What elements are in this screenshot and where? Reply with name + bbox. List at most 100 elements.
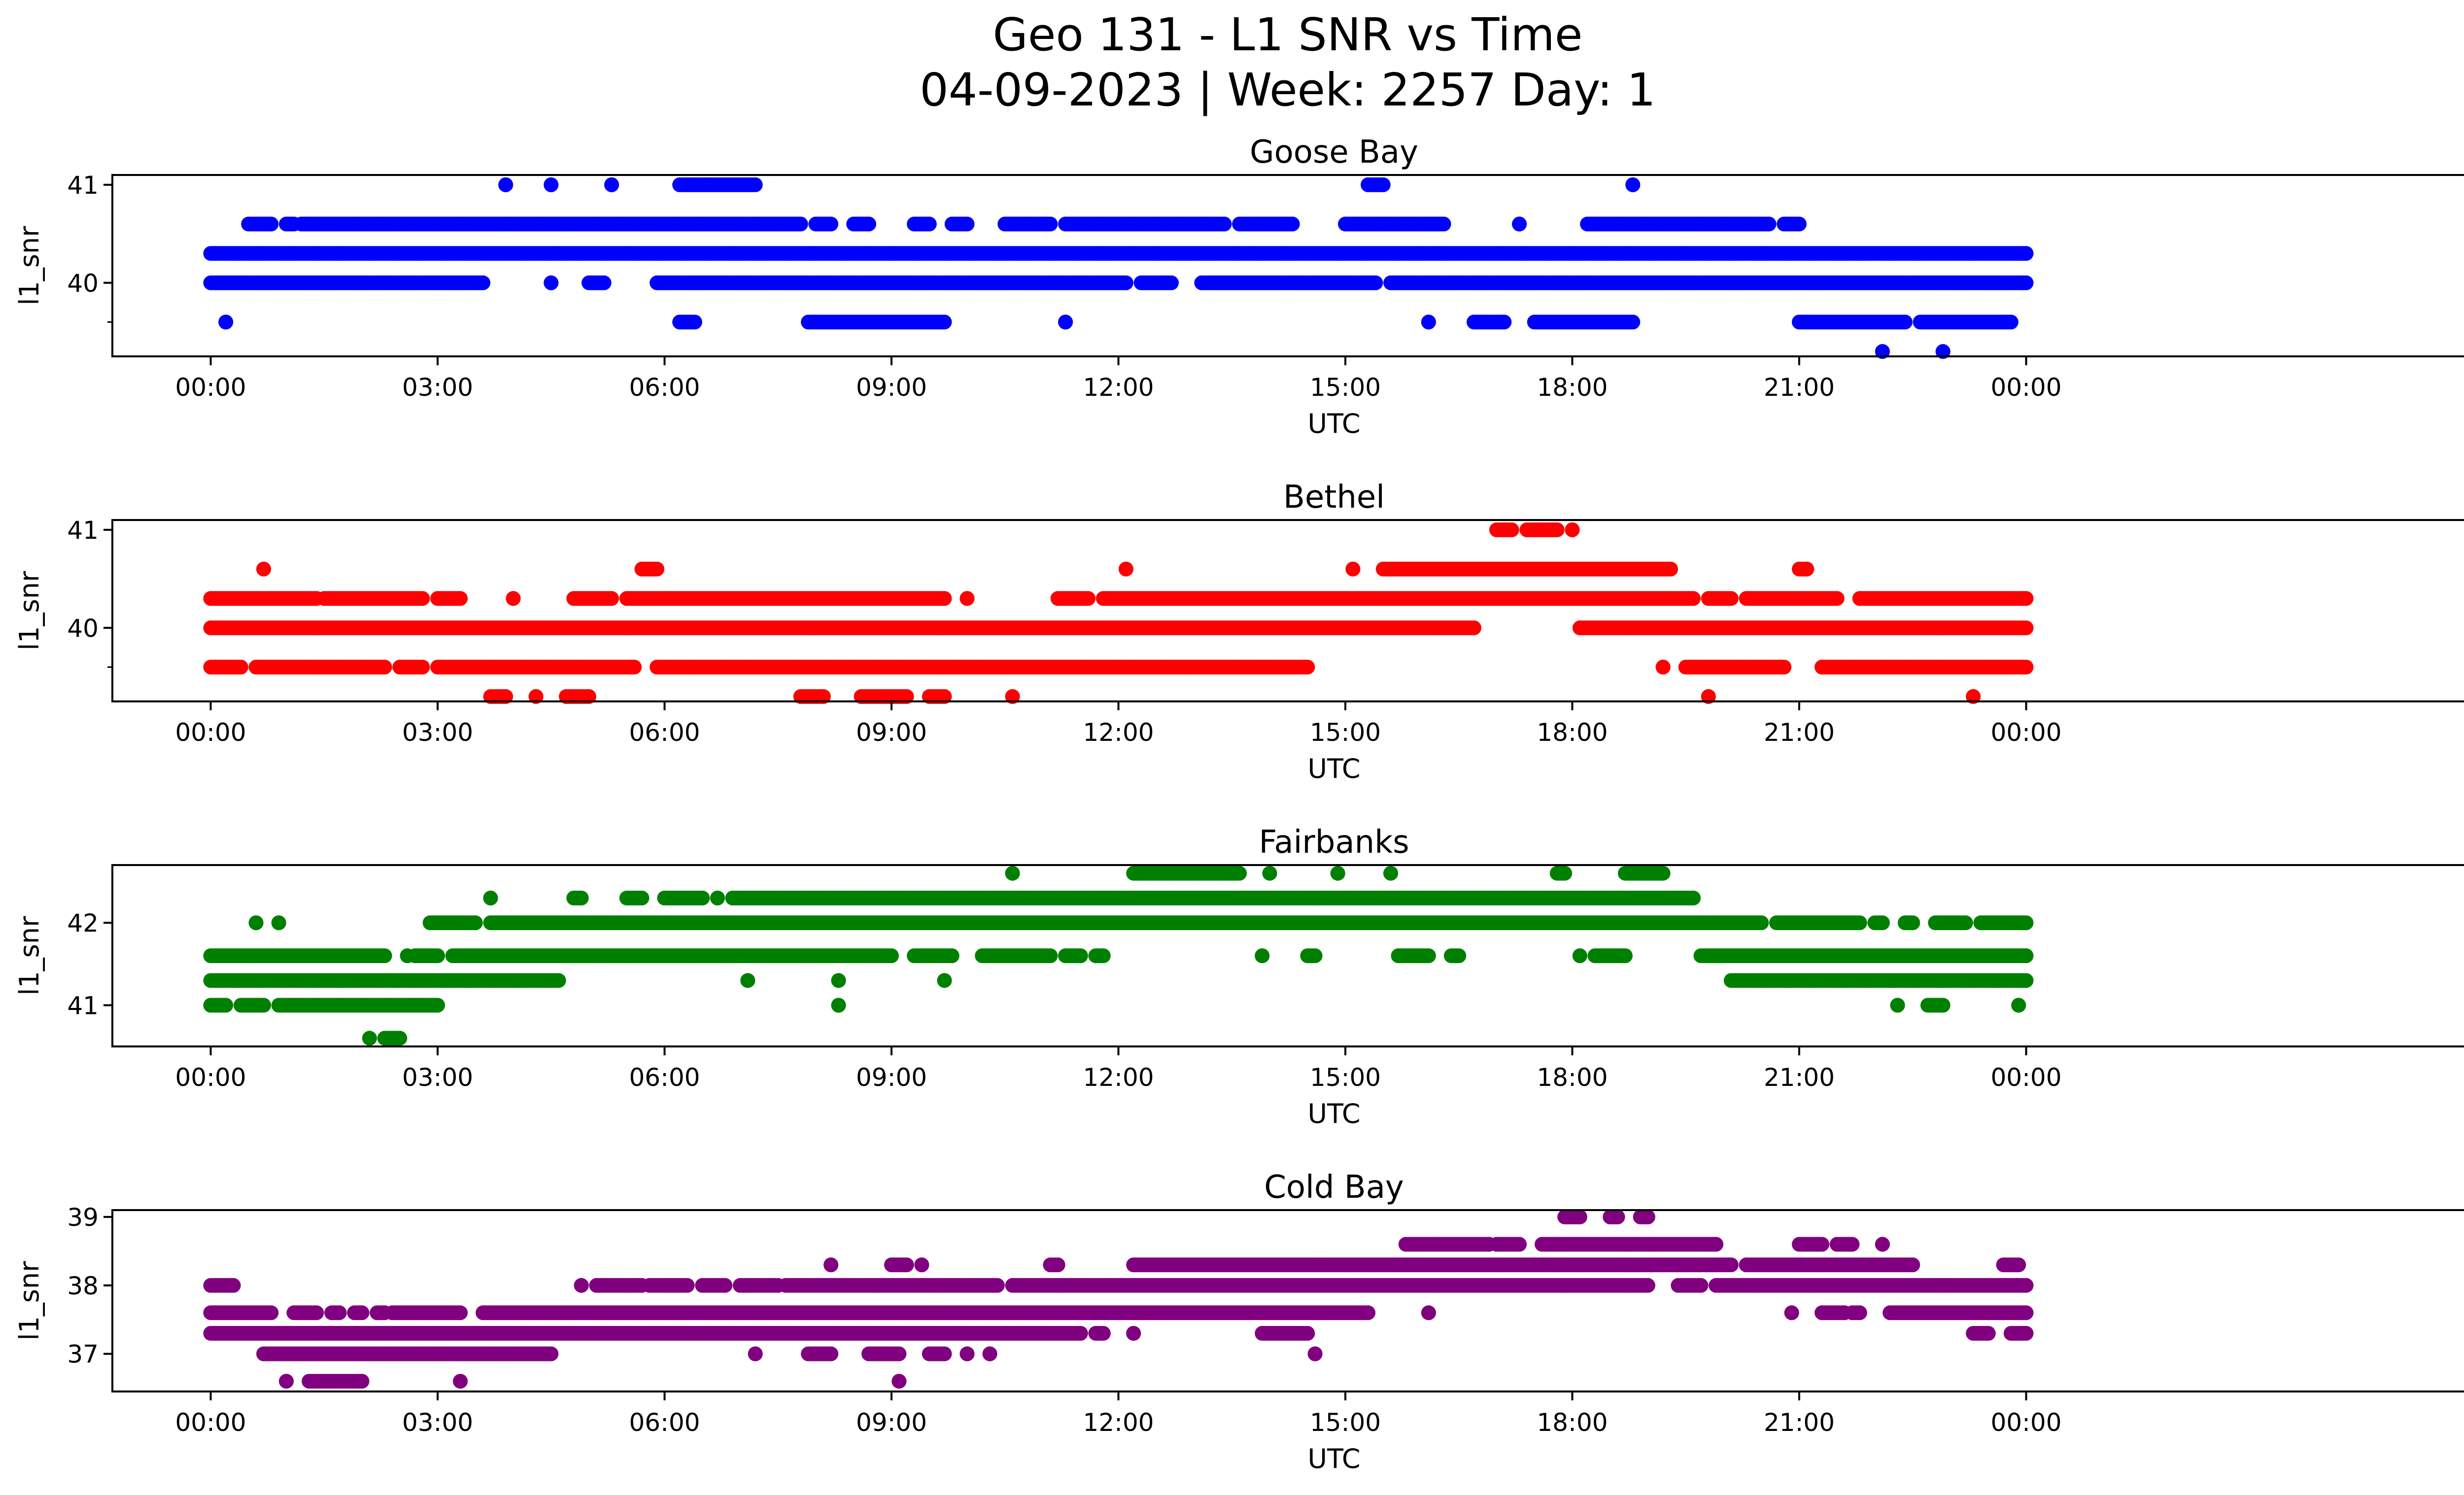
goose-bay-point (218, 314, 234, 330)
goose-bay-point (922, 216, 937, 232)
goose-bay-point (1118, 275, 1133, 290)
goose-bay-point (596, 275, 612, 290)
goose-bay-point (2019, 246, 2034, 261)
bethel-point (937, 591, 952, 606)
goose-bay-point (1625, 177, 1641, 192)
goose-bay-point (476, 275, 491, 290)
goose-bay-point (1421, 314, 1436, 330)
goose-bay-point (748, 177, 763, 192)
bethel-xtick-label: 15:00 (1310, 718, 1381, 747)
bethel-point (506, 591, 521, 606)
fairbanks-point (1073, 948, 1088, 963)
goose-bay-xlabel: UTC (1307, 408, 1360, 439)
goose-bay-point (1217, 216, 1232, 232)
goose-bay-xtick-label: 12:00 (1083, 373, 1154, 402)
goose-bay-point (861, 216, 876, 232)
goose-bay-point (1897, 314, 1913, 330)
goose-bay-point (1792, 216, 1807, 232)
bethel-xtick-label: 00:00 (1990, 718, 2061, 747)
goose-bay-xtick-label: 18:00 (1537, 373, 1608, 402)
bethel-point (959, 591, 975, 606)
goose-bay-point (1285, 216, 1300, 232)
bethel-point (2019, 620, 2034, 635)
bethel-xtick-label: 06:00 (629, 718, 700, 747)
bethel-xtick-label: 21:00 (1764, 718, 1835, 747)
bethel-point (2019, 591, 2034, 606)
goose-bay-point (1625, 314, 1641, 330)
goose-bay-point (1368, 275, 1383, 290)
bethel-xtick-label: 18:00 (1537, 718, 1608, 747)
bethel-ytick-label: 41 (67, 516, 99, 545)
goose-bay-ytick-label: 40 (67, 269, 99, 298)
goose-bay-point (793, 216, 808, 232)
fairbanks-point (551, 973, 566, 988)
bethel-point (415, 660, 430, 675)
figure-title-line1: Geo 131 - L1 SNR vs Time (993, 8, 1583, 61)
fairbanks-title: Fairbanks (1259, 824, 1409, 861)
fairbanks-point (1421, 948, 1436, 963)
bethel-point (1467, 620, 1481, 635)
fairbanks-point (944, 948, 959, 963)
fairbanks-point (1618, 948, 1633, 963)
bethel-point (1799, 561, 1814, 577)
bethel-point (1829, 591, 1845, 606)
goose-bay-xtick-label: 06:00 (629, 373, 700, 402)
goose-bay-ytick-label: 41 (67, 171, 99, 200)
bethel-point (1723, 591, 1739, 606)
fairbanks-point (1572, 948, 1587, 963)
goose-bay-point (1058, 314, 1073, 330)
goose-bay-point (1497, 314, 1512, 330)
bethel-xtick-label: 09:00 (856, 718, 927, 747)
bethel-ytick-label: 40 (67, 614, 99, 643)
goose-bay-point (1512, 216, 1527, 232)
goose-bay-xtick-label: 00:00 (1990, 373, 2061, 402)
bethel-point (2019, 660, 2034, 675)
fairbanks-point (1451, 948, 1467, 963)
bethel-point (1655, 660, 1671, 675)
fairbanks-point (377, 948, 392, 963)
fairbanks-point (884, 948, 899, 963)
bethel-point (1300, 660, 1315, 675)
bethel-title: Bethel (1283, 479, 1385, 516)
bethel-point (415, 591, 430, 606)
bethel-point (627, 660, 642, 675)
goose-bay-points (203, 177, 2034, 359)
bethel-point (1118, 561, 1133, 577)
bethel-point (453, 591, 468, 606)
bethel-point (1777, 660, 1792, 675)
fairbanks-point (1307, 948, 1323, 963)
goose-bay-point (937, 314, 952, 330)
bethel-point (233, 660, 248, 675)
bethel-ylabel: l1_snr (14, 571, 45, 651)
goose-bay-point (604, 177, 619, 192)
bethel-xtick-label: 12:00 (1083, 718, 1154, 747)
figure-title-line2: 04-09-2023 | Week: 2257 Day: 1 (920, 64, 1656, 116)
bethel-point (650, 561, 665, 577)
bethel-point (604, 591, 619, 606)
bethel-point (1504, 522, 1519, 537)
bethel-point (377, 660, 392, 675)
bethel-point (1565, 522, 1580, 537)
goose-bay-point (1164, 275, 1179, 290)
goose-bay-point (1043, 216, 1058, 232)
bethel-xtick-label: 03:00 (402, 718, 473, 747)
goose-bay-point (544, 177, 559, 192)
goose-bay-ylabel: l1_snr (14, 226, 45, 306)
goose-bay-xtick-label: 09:00 (856, 373, 927, 402)
goose-bay-point (959, 216, 975, 232)
goose-bay-point (823, 216, 839, 232)
bethel-point (1345, 561, 1361, 577)
bethel-point (256, 561, 271, 577)
fairbanks-point (2019, 973, 2034, 988)
goose-bay-point (544, 275, 559, 290)
bethel-xlabel: UTC (1307, 753, 1360, 784)
fairbanks-point (1255, 948, 1270, 963)
goose-bay-xtick-label: 21:00 (1764, 373, 1835, 402)
bethel-point (1549, 522, 1565, 537)
bethel-point (1663, 561, 1678, 577)
goose-bay-point (1761, 216, 1777, 232)
goose-bay-title: Goose Bay (1250, 134, 1418, 171)
goose-bay-point (264, 216, 279, 232)
